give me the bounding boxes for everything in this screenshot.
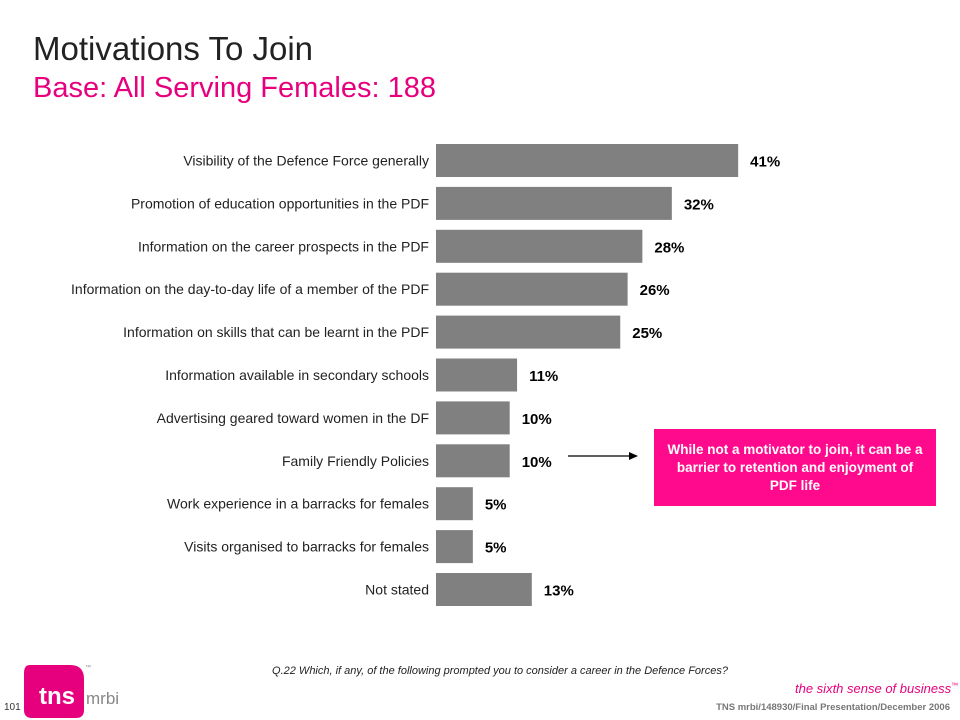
question-text: Q.22 Which, if any, of the following pro…: [272, 665, 728, 677]
value-label: 13%: [544, 583, 574, 600]
bar: [436, 358, 518, 392]
tagline-tm: ™: [951, 682, 959, 690]
bar: [436, 186, 672, 220]
category-label: Work experience in a barracks for female…: [167, 496, 429, 512]
value-label: 10%: [522, 454, 552, 471]
value-label: 11%: [529, 368, 558, 385]
logo-tm: ™: [85, 664, 91, 671]
category-label: Information on the day-to-day life of a …: [71, 281, 429, 297]
bar: [436, 573, 532, 606]
bar: [436, 229, 643, 263]
category-label: Not stated: [365, 582, 429, 598]
value-label: 26%: [640, 282, 670, 299]
callout-arrow-head: [629, 452, 638, 460]
value-label: 25%: [632, 325, 662, 342]
value-label: 5%: [485, 540, 507, 557]
category-label: Information on skills that can be learnt…: [123, 324, 429, 340]
tns-logo: tns mrbi ™: [24, 664, 119, 718]
footer-reference: TNS mrbi/148930/Final Presentation/Decem…: [716, 702, 950, 713]
logo-shape: [24, 665, 84, 718]
category-label: Visibility of the Defence Force generall…: [183, 153, 429, 169]
value-label: 28%: [654, 239, 684, 256]
bar: [436, 487, 473, 521]
tagline-text: the sixth sense of business: [795, 681, 952, 696]
logo-sub: mrbi: [86, 689, 119, 708]
category-label: Advertising geared toward women in the D…: [157, 410, 429, 426]
category-label: Information available in secondary schoo…: [165, 367, 429, 383]
bar-chart: Visibility of the Defence Force generall…: [71, 144, 780, 606]
bar: [436, 444, 510, 478]
bars: [436, 144, 739, 606]
bar: [436, 401, 510, 435]
bar: [436, 315, 621, 349]
callout-text: While not a motivator to join, it can be…: [667, 441, 923, 493]
page-title: Motivations To Join: [33, 30, 314, 67]
tagline: the sixth sense of business™: [795, 681, 958, 696]
category-label: Visits organised to barracks for females: [184, 539, 429, 555]
category-label: Promotion of education opportunities in …: [131, 195, 429, 211]
logo-text: tns: [39, 683, 75, 710]
page-subtitle: Base: All Serving Females: 188: [33, 72, 436, 104]
bar: [436, 272, 628, 306]
category-label: Family Friendly Policies: [282, 453, 429, 469]
page-number: 101: [4, 702, 21, 713]
callout-box: While not a motivator to join, it can be…: [654, 429, 936, 506]
bar: [436, 144, 739, 177]
bar: [436, 530, 473, 564]
value-label: 10%: [522, 411, 552, 428]
category-labels: Visibility of the Defence Force generall…: [71, 153, 429, 598]
value-labels: 41% 32% 28% 26% 25% 11% 10% 10% 5% 5% 13%: [485, 154, 780, 600]
value-label: 5%: [485, 497, 507, 514]
value-label: 41%: [750, 154, 780, 171]
value-label: 32%: [684, 196, 714, 213]
category-label: Information on the career prospects in t…: [138, 238, 429, 254]
